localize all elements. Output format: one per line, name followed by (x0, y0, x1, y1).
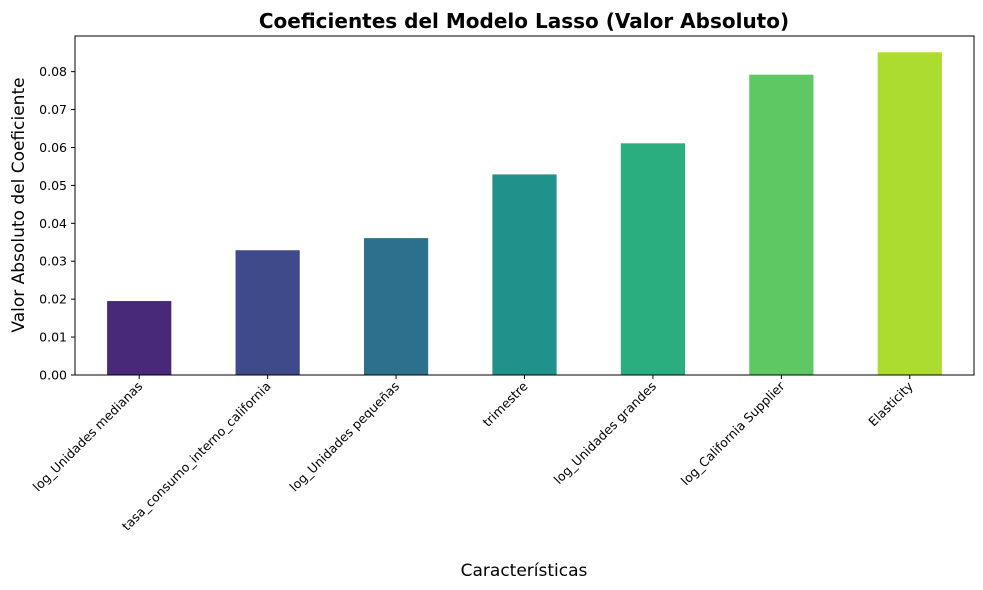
x-tick-label: Elasticity (865, 378, 916, 429)
y-tick-label: 0.00 (39, 368, 67, 383)
y-tick-label: 0.06 (39, 140, 67, 155)
x-tick-label: trimestre (479, 378, 530, 429)
bar (235, 250, 300, 375)
x-tick-label: log_Unidades medianas (30, 379, 146, 495)
bar (107, 301, 172, 375)
x-tick-label: tasa_consumo_interno_california (119, 379, 274, 534)
bar (877, 52, 942, 376)
y-tick-label: 0.04 (39, 216, 67, 231)
x-tick-label: log_California Supplier (678, 378, 788, 488)
bar (492, 174, 557, 375)
y-tick-label: 0.02 (39, 292, 67, 307)
plot-frame (74, 35, 975, 376)
y-axis-label: Valor Absoluto del Coeficiente (9, 77, 29, 332)
x-tick-label: log_Unidades pequeñas (286, 379, 402, 495)
y-tick-label: 0.08 (39, 64, 67, 79)
bars-group (107, 52, 942, 376)
y-axis-ticks: 0.00 0.01 0.02 0.03 0.04 0.05 0.06 0.07 0.08 (39, 64, 75, 383)
y-tick-label: 0.07 (39, 102, 67, 117)
x-axis-label: Características (461, 561, 588, 581)
bar (620, 143, 686, 375)
bar (363, 238, 429, 375)
y-tick-label: 0.05 (39, 178, 67, 193)
bar (749, 74, 814, 375)
chart-title: Coeficientes del Modelo Lasso (Valor Abs… (259, 9, 789, 33)
x-axis-ticks: log_Unidades medianastasa_consumo_intern… (30, 375, 916, 534)
y-tick-label: 0.03 (39, 254, 67, 269)
x-tick-label: log_Unidades grandes (551, 379, 659, 487)
y-tick-label: 0.01 (39, 330, 67, 345)
